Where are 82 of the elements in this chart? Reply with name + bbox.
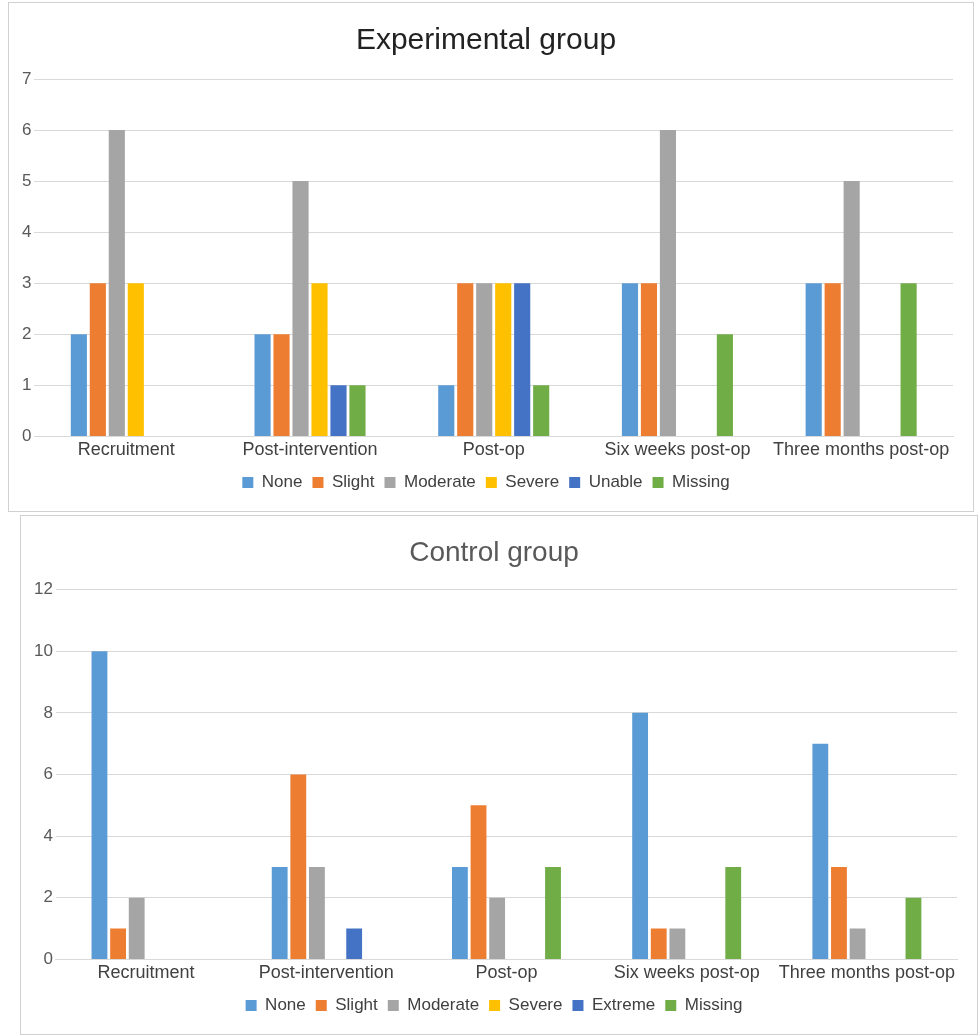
x-tick-label: Six weeks post-op <box>613 962 760 983</box>
y-tick-label: 3 <box>21 272 32 292</box>
bar <box>470 805 487 959</box>
chart-title: Experimental group <box>355 22 617 56</box>
bar <box>330 385 347 436</box>
bar <box>545 866 561 959</box>
x-tick-label: Post-op <box>462 439 525 460</box>
bar <box>108 130 125 436</box>
legend-label: Slight <box>331 472 375 492</box>
bar <box>650 928 667 959</box>
bar <box>309 866 325 959</box>
bar <box>843 181 860 436</box>
bar <box>849 928 866 959</box>
x-tick-label: Post-intervention <box>242 439 378 460</box>
y-tick-label: 0 <box>21 426 32 446</box>
y-tick-label: 6 <box>43 764 53 784</box>
bar <box>271 866 288 959</box>
bar <box>290 774 307 959</box>
bar <box>89 283 106 436</box>
x-tick-label: Six weeks post-op <box>604 439 751 460</box>
bar <box>128 897 145 959</box>
y-tick-label: 4 <box>21 221 32 241</box>
bar <box>716 334 733 436</box>
y-tick-label: 12 <box>33 579 53 599</box>
bar <box>457 283 474 436</box>
bar <box>495 283 512 436</box>
bar <box>127 283 144 436</box>
y-tick-label: 5 <box>21 170 32 190</box>
bar <box>621 283 639 436</box>
legend-label: Moderate <box>403 472 476 492</box>
y-tick-label: 4 <box>43 825 53 845</box>
bar <box>514 283 531 436</box>
x-tick-label: Post-intervention <box>258 962 394 983</box>
legend-label: Extreme <box>591 995 656 1015</box>
bar <box>451 866 468 959</box>
bar <box>489 897 506 959</box>
bar <box>70 334 87 436</box>
y-tick-label: 6 <box>21 119 32 139</box>
x-tick-label: Recruitment <box>77 439 175 460</box>
legend-label: Severe <box>505 472 560 492</box>
bar <box>110 928 126 959</box>
y-tick-label: 2 <box>21 323 32 343</box>
y-tick-label: 1 <box>21 375 32 395</box>
bar <box>476 283 493 436</box>
bar <box>632 712 649 959</box>
bar <box>311 283 328 436</box>
bar <box>292 181 309 436</box>
bar <box>91 651 108 959</box>
y-tick-label: 10 <box>33 640 53 660</box>
bar <box>346 928 363 959</box>
bar <box>640 283 658 436</box>
legend-label: Missing <box>684 995 743 1015</box>
bar <box>659 130 677 436</box>
legend-label: Severe <box>508 995 563 1015</box>
legend-label: Moderate <box>407 995 480 1015</box>
x-tick-label: Post-op <box>475 962 538 983</box>
bar <box>669 928 686 959</box>
bar <box>254 334 271 436</box>
legend-label: Missing <box>672 472 730 492</box>
bar <box>438 385 455 436</box>
legend-label: Slight <box>335 995 379 1015</box>
bar <box>725 866 742 959</box>
y-tick-label: 0 <box>43 949 53 969</box>
x-tick-label: Recruitment <box>97 962 195 983</box>
legend-label: None <box>265 995 306 1015</box>
bar <box>905 897 922 959</box>
y-tick-label: 7 <box>21 68 32 88</box>
bar <box>812 743 829 959</box>
legend-label: Unable <box>588 472 643 492</box>
x-tick-label: Three months post-op <box>773 439 950 460</box>
bar <box>900 283 917 436</box>
y-tick-label: 8 <box>43 702 53 722</box>
bar <box>824 283 841 436</box>
bar <box>805 283 822 436</box>
bar <box>273 334 290 436</box>
bar <box>831 866 847 959</box>
legend-label: None <box>261 472 303 492</box>
x-tick-label: Three months post-op <box>778 962 955 983</box>
y-tick-label: 2 <box>43 887 53 907</box>
chart-title: Control group <box>409 535 579 567</box>
bar <box>533 385 550 436</box>
bar <box>349 385 366 436</box>
